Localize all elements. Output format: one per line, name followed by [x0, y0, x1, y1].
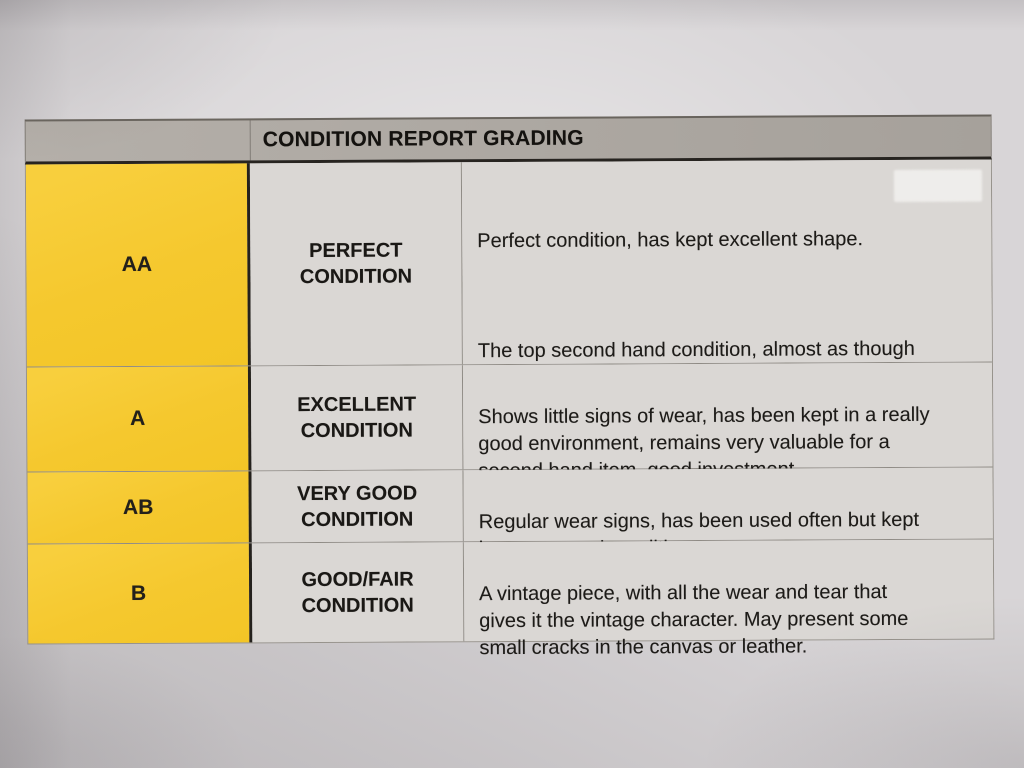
- description-cell: Perfect condition, has kept excellent sh…: [461, 159, 992, 465]
- description-paragraph: Perfect condition, has kept excellent sh…: [477, 228, 864, 253]
- description-paragraph: A vintage piece, with all the wear and t…: [479, 581, 909, 660]
- table-row: A EXCELLENT CONDITION Shows little signs…: [26, 361, 993, 482]
- description-cell: Shows little signs of wear, has been kep…: [462, 362, 993, 482]
- condition-label-cell: GOOD/FAIR CONDITION: [251, 542, 465, 643]
- grade-text: A: [130, 406, 146, 430]
- grade-cell: AB: [27, 471, 252, 544]
- condition-label-cell: EXCELLENT CONDITION: [250, 365, 464, 471]
- table-body: AA PERFECT CONDITION Perfect condition, …: [24, 159, 995, 659]
- grade-cell: AA: [25, 163, 251, 367]
- grade-text: AB: [122, 495, 154, 519]
- description-cell: Regular wear signs, has been used often …: [463, 467, 993, 560]
- header-grade-column-spacer: [25, 120, 251, 162]
- grade-text: B: [130, 581, 147, 605]
- table-row: AA PERFECT CONDITION Perfect condition, …: [25, 159, 992, 465]
- table-row: B GOOD/FAIR CONDITION A vintage piece, w…: [27, 538, 994, 659]
- description-cell: A vintage piece, with all the wear and t…: [463, 539, 994, 659]
- condition-label-cell: VERY GOOD CONDITION: [251, 470, 464, 543]
- whiteout-patch: [893, 169, 983, 202]
- grade-text: AA: [121, 252, 153, 277]
- table-header-row: CONDITION REPORT GRADING: [24, 114, 992, 165]
- header-title: CONDITION REPORT GRADING: [262, 126, 584, 152]
- table-row: AB VERY GOOD CONDITION Regular wear sign…: [27, 466, 993, 560]
- condition-table: CONDITION REPORT GRADING AA PERFECT COND…: [24, 114, 995, 659]
- condition-label-cell: PERFECT CONDITION: [249, 162, 463, 366]
- grade-cell: B: [27, 543, 253, 644]
- grade-cell: A: [26, 366, 252, 472]
